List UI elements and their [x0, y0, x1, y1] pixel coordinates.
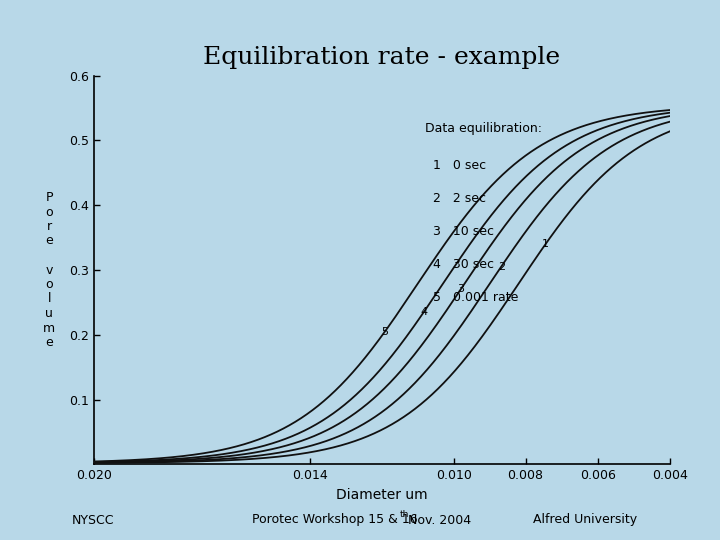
Text: 4: 4	[420, 307, 427, 317]
Text: Alfred University: Alfred University	[533, 514, 637, 526]
Text: Data equilibration:: Data equilibration:	[425, 122, 541, 135]
Text: 4   30 sec: 4 30 sec	[425, 258, 494, 271]
Text: 3: 3	[457, 285, 464, 294]
Text: Porotec Workshop 15 & 16: Porotec Workshop 15 & 16	[252, 514, 418, 526]
Y-axis label: P
o
r
e
 
v
o
l
u
m
e: P o r e v o l u m e	[43, 191, 55, 349]
Text: 3   10 sec: 3 10 sec	[425, 225, 494, 238]
Text: NYSCC: NYSCC	[72, 514, 114, 526]
Text: 2: 2	[498, 262, 505, 272]
Text: 2   2 sec: 2 2 sec	[425, 192, 486, 205]
Text: th: th	[400, 510, 409, 519]
Text: 1: 1	[542, 239, 549, 249]
Text: Nov. 2004: Nov. 2004	[408, 514, 471, 526]
Text: 1   0 sec: 1 0 sec	[425, 159, 486, 172]
Text: 5   0.001 rate: 5 0.001 rate	[425, 292, 518, 305]
X-axis label: Diameter um: Diameter um	[336, 488, 428, 502]
Title: Equilibration rate - example: Equilibration rate - example	[203, 46, 560, 70]
Text: 5: 5	[382, 327, 389, 336]
